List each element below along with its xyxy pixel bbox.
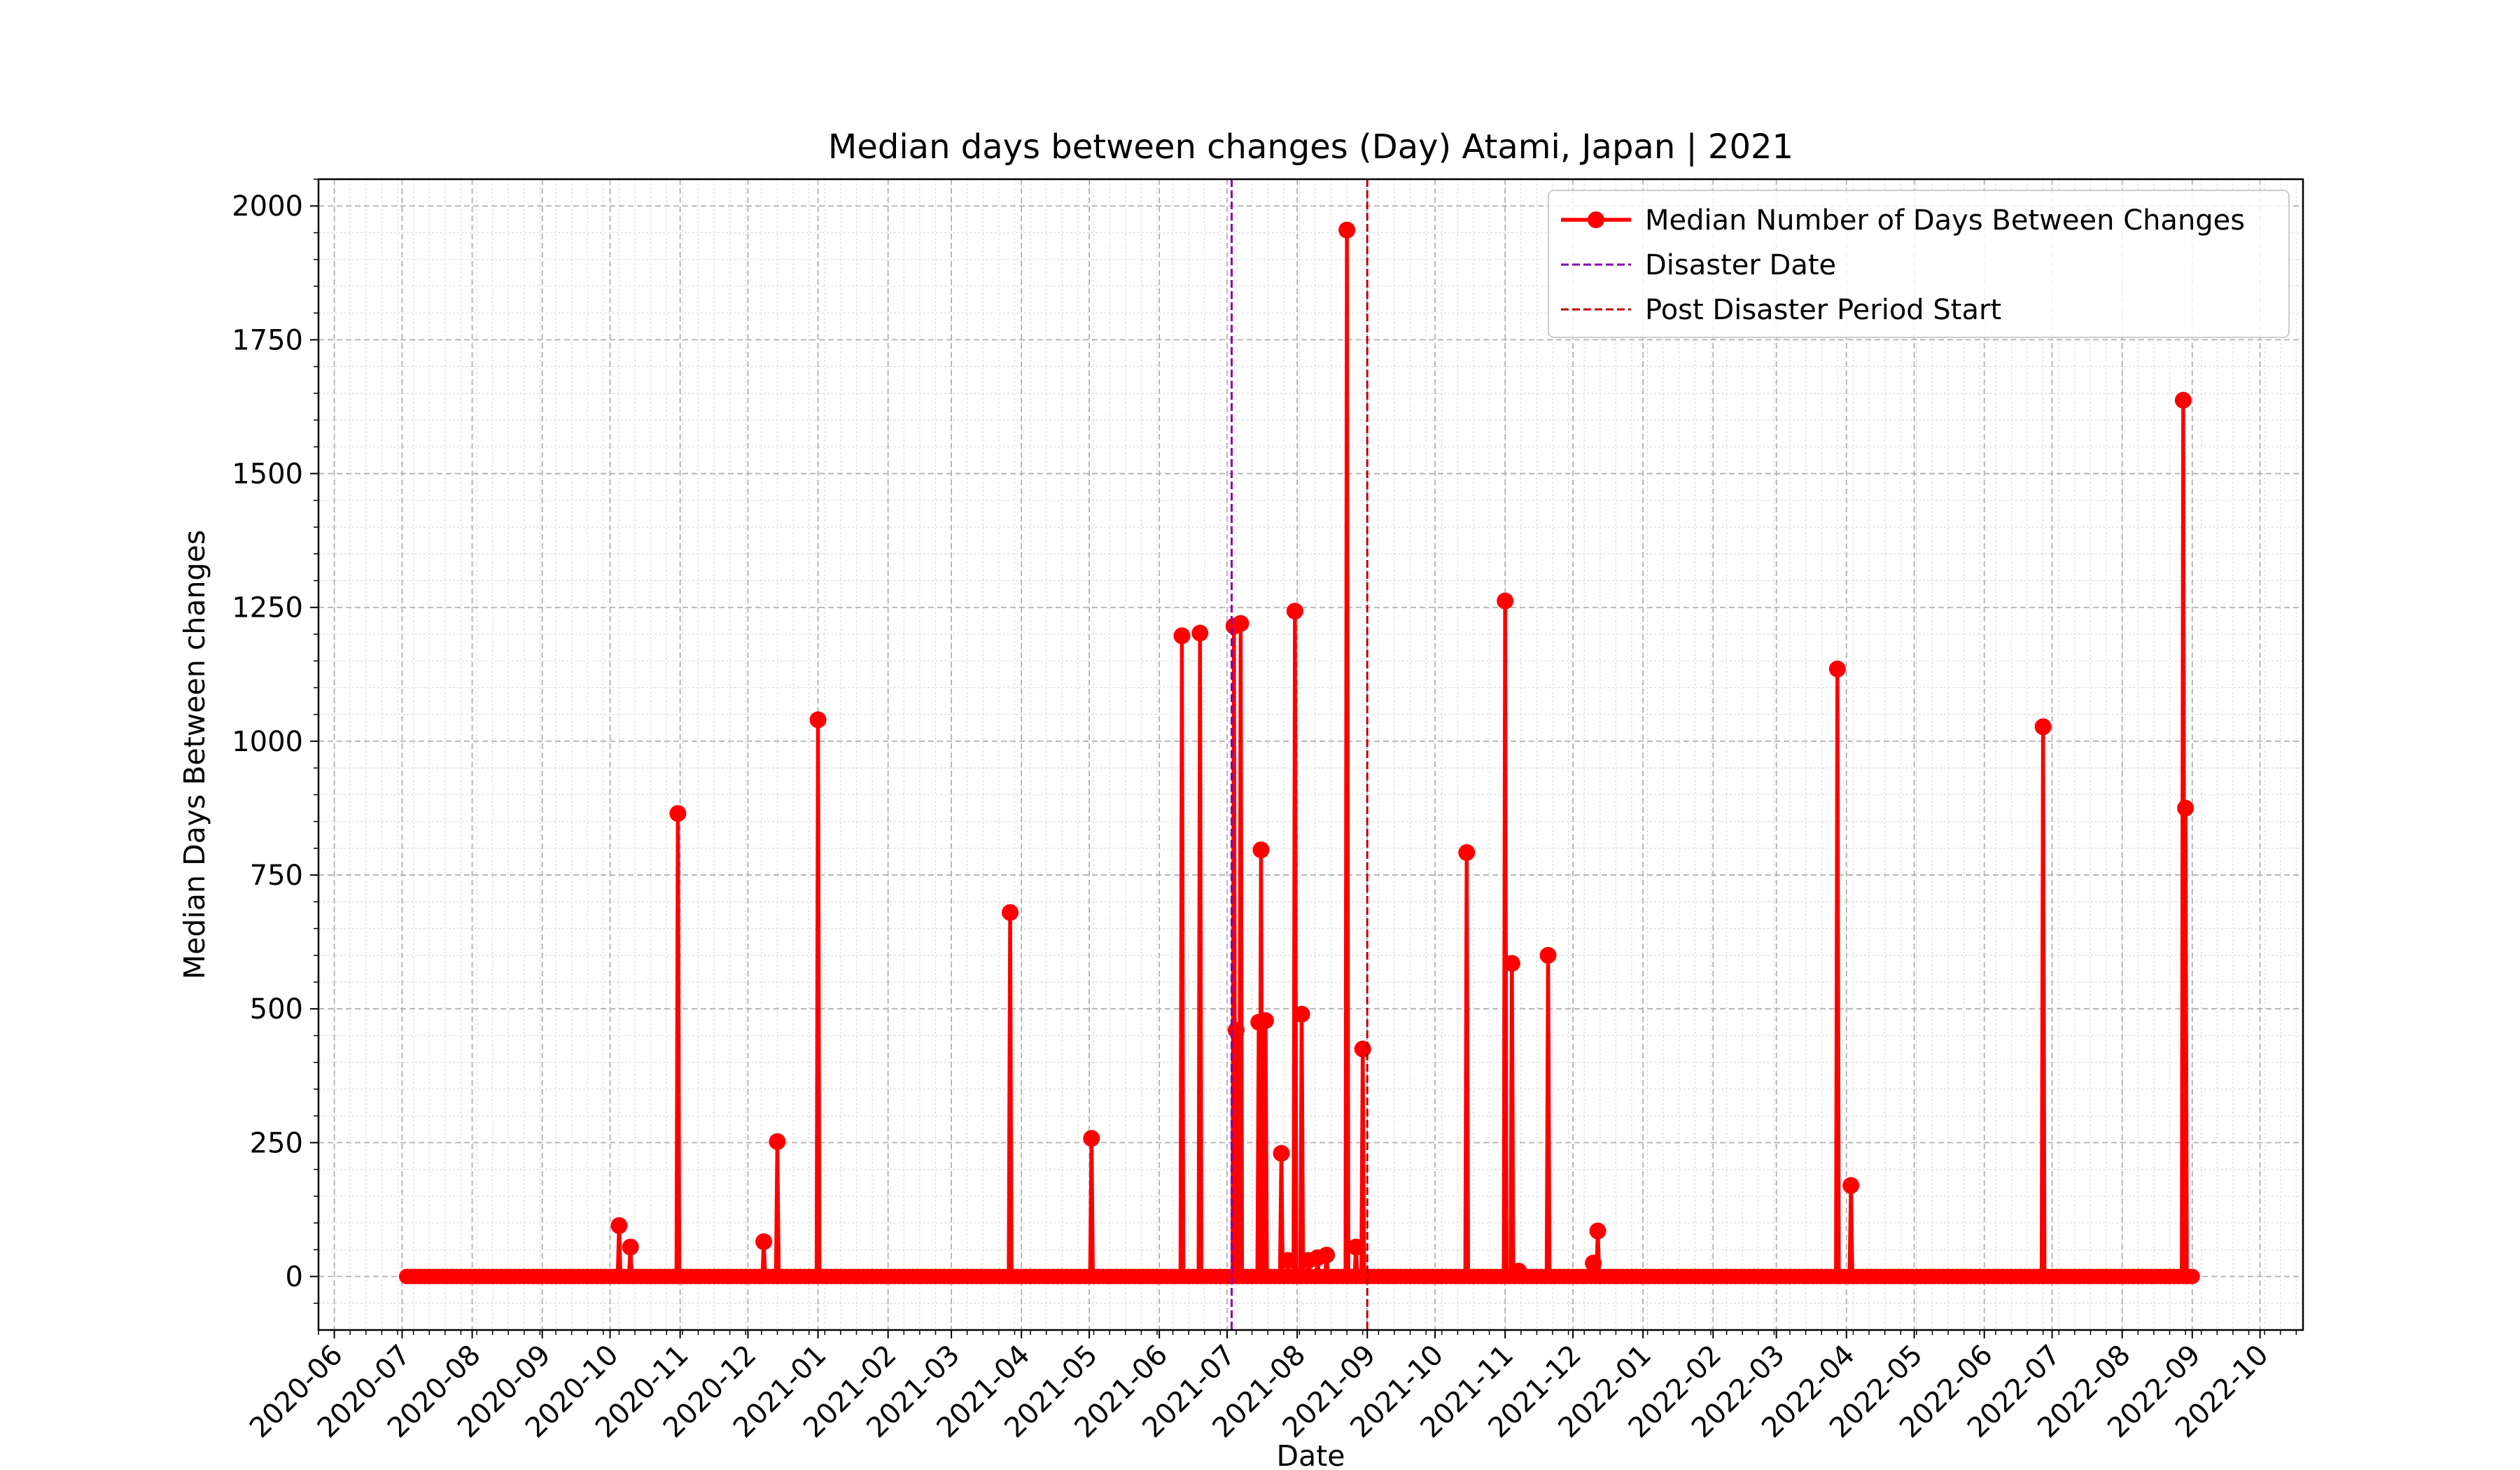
y-axis: 0 250 500 750 1000 1250 1500 1750 2000 xyxy=(232,178,318,1304)
y-tick-label: 1750 xyxy=(232,324,303,356)
data-point xyxy=(1318,1246,1336,1264)
y-tick-label: 750 xyxy=(250,860,303,892)
data-point xyxy=(669,805,687,822)
y-tick-label: 500 xyxy=(250,993,303,1026)
data-point xyxy=(755,1233,773,1250)
data-point xyxy=(622,1238,639,1256)
data-point xyxy=(1510,1262,1527,1280)
legend: Median Number of Days Between Changes Dis… xyxy=(1548,190,2290,338)
y-tick-label: 0 xyxy=(286,1261,303,1294)
data-point xyxy=(1002,904,1019,921)
data-point xyxy=(769,1133,786,1150)
data-point xyxy=(1828,660,1846,678)
series-layer xyxy=(398,221,2200,1284)
plot-frame xyxy=(317,178,2304,1331)
baseline-point xyxy=(2184,1268,2200,1284)
data-point xyxy=(1191,624,1209,642)
data-point xyxy=(1083,1130,1100,1147)
data-point xyxy=(1842,1177,1860,1194)
data-point xyxy=(1273,1144,1290,1162)
data-point xyxy=(1252,841,1270,859)
legend-box xyxy=(1548,190,2290,338)
legend-label: Disaster Date xyxy=(1645,249,1836,281)
data-point xyxy=(610,1217,628,1234)
data-point xyxy=(1280,1252,1297,1269)
data-point xyxy=(1589,1222,1606,1240)
legend-label: Post Disaster Period Start xyxy=(1645,294,2001,326)
legend-label: Median Number of Days Between Changes xyxy=(1645,204,2245,237)
y-axis-title: Median Days Between changes xyxy=(178,530,211,979)
data-point xyxy=(1173,627,1191,645)
data-point xyxy=(1348,1238,1365,1256)
data-point xyxy=(1227,1021,1245,1039)
y-tick-label: 1250 xyxy=(232,592,303,624)
data-point xyxy=(1458,844,1476,861)
data-point xyxy=(1293,1005,1310,1023)
chart-title: Median days between changes (Day) Atami,… xyxy=(828,127,1793,167)
data-point xyxy=(1256,1012,1274,1030)
data-point xyxy=(2174,391,2192,409)
y-tick-label: 1000 xyxy=(232,726,303,758)
data-point xyxy=(1585,1254,1602,1272)
data-point xyxy=(1286,603,1303,620)
plot-area xyxy=(318,179,2303,1330)
legend-swatch-marker xyxy=(1588,211,1604,228)
data-point xyxy=(1503,955,1520,972)
y-tick-label: 2000 xyxy=(232,190,303,223)
data-point xyxy=(1354,1040,1371,1058)
y-tick-label: 250 xyxy=(250,1127,303,1159)
x-axis-title: Date xyxy=(1277,1439,1345,1470)
data-point xyxy=(1338,221,1356,239)
data-point xyxy=(1539,946,1557,964)
data-point xyxy=(2034,718,2052,736)
data-point xyxy=(1497,592,1514,610)
reference-lines xyxy=(1230,179,1368,1330)
data-point xyxy=(2177,799,2194,817)
data-point xyxy=(809,711,827,729)
y-tick-label: 1500 xyxy=(232,458,303,491)
data-point xyxy=(1232,615,1250,632)
